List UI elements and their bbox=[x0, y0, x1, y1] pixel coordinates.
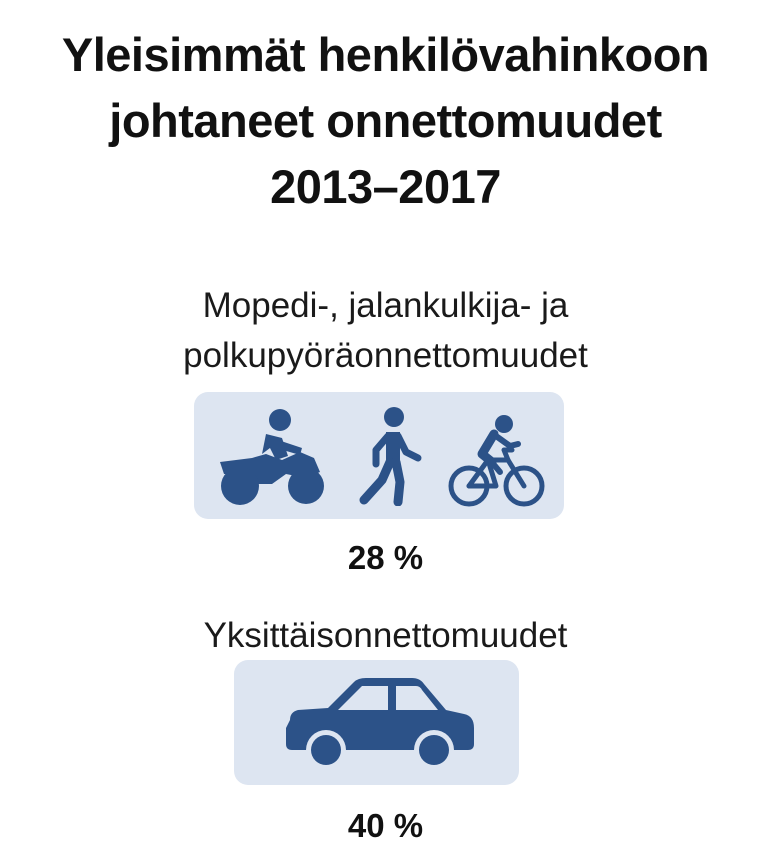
icon-box-vulnerable-road-users bbox=[194, 392, 564, 519]
title-line-2: johtaneet onnettomuudet bbox=[109, 94, 662, 147]
motorcycle-icon bbox=[220, 409, 324, 505]
car-icon bbox=[286, 678, 474, 770]
group-label-line-1: Mopedi-, jalankulkija- ja bbox=[202, 286, 569, 325]
percentage-vulnerable-road-users: 28 % bbox=[347, 539, 424, 576]
title-line-1: Yleisimmät henkilövahinkoon bbox=[61, 28, 710, 81]
pedestrian-icon bbox=[359, 407, 422, 506]
percentage-single-vehicle: 40 % bbox=[347, 807, 424, 844]
group-label-vulnerable-road-users: Mopedi-, jalankulkija- ja polkupyöräonne… bbox=[0, 281, 771, 381]
group-label-line-2: polkupyöräonnettomuudet bbox=[183, 336, 588, 375]
bicycle-icon bbox=[448, 415, 545, 507]
title-line-3: 2013–2017 bbox=[270, 160, 501, 213]
group-label-line-1: Yksittäisonnettomuudet bbox=[203, 616, 568, 655]
icon-box-single-vehicle bbox=[234, 660, 519, 785]
group-label-single-vehicle: Yksittäisonnettomuudet bbox=[0, 611, 771, 661]
page-title: Yleisimmät henkilövahinkoon johtaneet on… bbox=[0, 22, 771, 220]
